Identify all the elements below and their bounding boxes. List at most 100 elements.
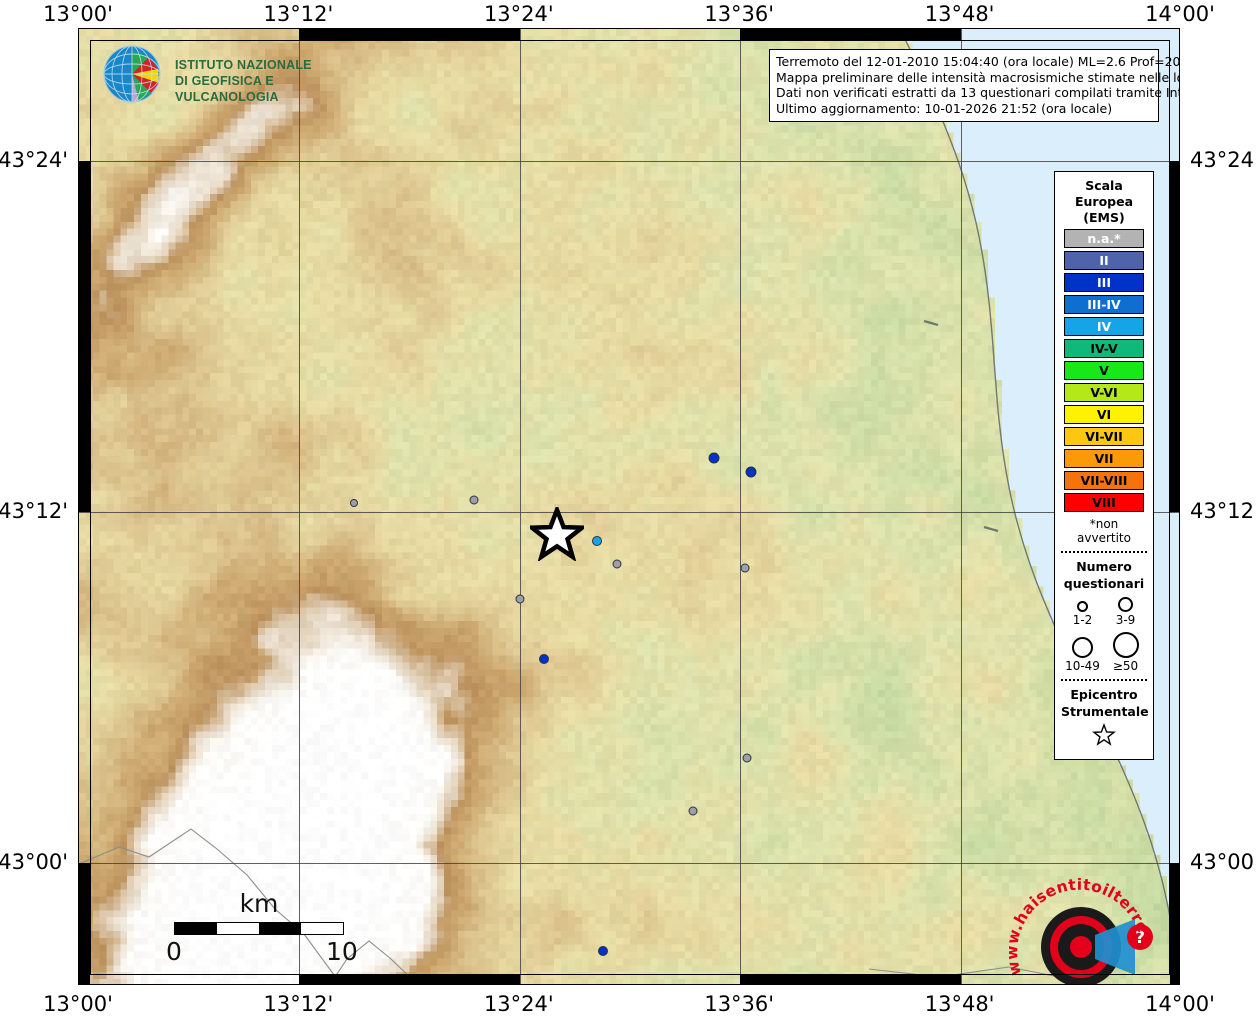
scale-bar-start-label: 0 <box>166 937 182 966</box>
ingv-logo-text: ISTITUTO NAZIONALE DI GEOFISICA E VULCAN… <box>175 57 329 105</box>
ingv-line-2: DI GEOFISICA E VULCANOLOGIA <box>175 74 279 104</box>
questionnaire-size-label: ≥50 <box>1112 659 1139 673</box>
instrumental-epicenter-star[interactable] <box>530 507 584 561</box>
lon-tick-top-1: 13°12' <box>263 2 334 26</box>
questionnaire-size-39: 3-9 <box>1104 597 1147 627</box>
questionnaire-size-label: 3-9 <box>1115 613 1136 627</box>
intensity-point-6[interactable] <box>742 753 752 763</box>
legend-footnote: *non avvertito <box>1077 517 1131 545</box>
event-info-line-2: Mappa preliminare delle intensità macros… <box>776 69 1180 85</box>
legend-divider-2 <box>1061 679 1147 681</box>
event-info-box: Terremoto del 12-01-2010 15:04:40 (ora l… <box>769 49 1180 122</box>
questionnaire-size-row-2: 10-49 ≥50 <box>1061 632 1147 673</box>
questionnaire-size-12: 1-2 <box>1061 601 1104 627</box>
legend-swatch-n-a-[interactable]: n.a.* <box>1064 229 1144 248</box>
legend-swatch-viii[interactable]: VIII <box>1064 493 1144 512</box>
map-canvas[interactable]: Terremoto del 12-01-2010 15:04:40 (ora l… <box>78 28 1180 985</box>
legend-swatch-vii[interactable]: VII <box>1064 449 1144 468</box>
ingv-logo: ISTITUTO NAZIONALE DI GEOFISICA E VULCAN… <box>99 43 329 105</box>
intensity-point-5[interactable] <box>740 563 750 573</box>
questionnaire-size-circle <box>1118 597 1133 612</box>
lat-tick-rgt-0: 43°24' <box>1190 147 1256 172</box>
frame-tick-h-3-0 <box>740 29 961 40</box>
questionnaire-size-circle <box>1112 632 1139 658</box>
legend-divider-1 <box>1061 551 1147 553</box>
epicenter-title-line-2: Strumentale <box>1061 704 1149 719</box>
lon-tick-top-3: 13°36' <box>704 2 775 26</box>
coastline-layer <box>79 29 1179 984</box>
frame-tick-h-1-1 <box>299 975 520 984</box>
questionnaire-size-label: 10-49 <box>1065 659 1100 673</box>
graticule-meridian-2 <box>519 29 521 984</box>
event-info-line-3: Dati non verificati estratti da 13 quest… <box>776 85 1180 100</box>
river-line-1 <box>79 828 371 984</box>
lat-tick-lft-0: 43°24' <box>0 147 68 172</box>
legend-swatch-vi-vii[interactable]: VI-VII <box>1064 427 1144 446</box>
frame-tick-v-1-0 <box>79 160 90 512</box>
lon-tick-bot-4: 13°48' <box>924 992 995 1016</box>
intensity-point-3[interactable] <box>515 594 525 604</box>
lon-tick-top-5: 14°00' <box>1145 2 1215 26</box>
lat-tick-rgt-2: 43°00' <box>1190 850 1256 875</box>
event-info-line-4: Ultimo aggiornamento: 10-01-2026 21:52 (… <box>776 100 1113 116</box>
epicenter-title-line-1: Epicentro <box>1070 687 1138 702</box>
legend-questionnaire-sizes: 1-2 3-9 10-49 ≥50 <box>1061 597 1147 673</box>
lon-tick-bot-2: 13°24' <box>483 992 554 1016</box>
frame-tick-v-3-1 <box>1170 863 1179 984</box>
graticule-meridian-3 <box>740 29 742 984</box>
questionnaire-size-circle <box>1072 637 1093 658</box>
lat-tick-rgt-1: 43°12' <box>1190 498 1256 523</box>
graticule-meridian-1 <box>299 29 301 984</box>
legend-swatch-vi[interactable]: VI <box>1064 405 1144 424</box>
harbour-mark-1 <box>923 319 939 327</box>
legend-swatch-v-vi[interactable]: V-VI <box>1064 383 1144 402</box>
questionnaire-size-50: ≥50 <box>1104 632 1147 673</box>
legend-intensity-swatches: n.a.* II III III-IV IV IV-V V V-VI VI VI-VII VII VI… <box>1061 229 1147 512</box>
graticule-parallel-0 <box>79 160 1179 162</box>
ingv-line-1: ISTITUTO NAZIONALE <box>175 58 312 72</box>
lon-tick-top-4: 13°48' <box>924 2 995 26</box>
harbour-mark-2 <box>983 525 999 533</box>
legend-questionnaires-title: Numero questionari <box>1061 558 1147 592</box>
legend-swatch-iii[interactable]: III <box>1064 273 1144 292</box>
legend-swatch-iv[interactable]: IV <box>1064 317 1144 336</box>
lon-tick-bot-0: 13°00' <box>43 992 113 1016</box>
legend-title-line-1: Scala <box>1085 178 1123 193</box>
intensity-point-1[interactable] <box>350 499 358 507</box>
frame-tick-h-1-0 <box>299 29 520 40</box>
intensity-point-4[interactable] <box>612 559 622 569</box>
map-inner-frame <box>90 40 1170 975</box>
questionnaire-size-row-1: 1-2 3-9 <box>1061 597 1147 627</box>
scale-bar-end-label: 10 <box>326 937 358 966</box>
intensity-point-11[interactable] <box>539 654 549 664</box>
graticule-parallel-1 <box>79 511 1179 513</box>
legend-swatch-ii[interactable]: II <box>1064 251 1144 270</box>
lon-tick-bot-5: 14°00' <box>1145 992 1215 1016</box>
intensity-point-9[interactable] <box>708 452 720 464</box>
questionnaire-size-1049: 10-49 <box>1061 637 1104 673</box>
ingv-globe-icon <box>103 45 161 103</box>
lat-tick-lft-1: 43°12' <box>0 498 68 523</box>
intensity-point-8[interactable] <box>592 536 602 546</box>
frame-tick-v-1-1 <box>1170 160 1179 512</box>
haisentitoilterremoto-logo[interactable]: ? www.haisentitoilterremoto.it <box>1001 853 1169 984</box>
legend-epicenter-title: Epicentro Strumentale <box>1061 686 1149 720</box>
frame-tick-h-3-1 <box>740 975 961 984</box>
intensity-point-2[interactable] <box>469 495 479 505</box>
questionnaires-title-line-1: Numero <box>1076 559 1132 574</box>
terrain-relief-layer <box>79 29 1179 984</box>
legend-swatch-iv-v[interactable]: IV-V <box>1064 339 1144 358</box>
intensity-point-12[interactable] <box>598 946 608 956</box>
graticule-parallel-2 <box>79 863 1179 865</box>
lat-tick-lft-2: 43°00' <box>0 850 68 875</box>
legend-swatch-v[interactable]: V <box>1064 361 1144 380</box>
questionnaire-size-label: 1-2 <box>1072 613 1093 627</box>
intensity-point-10[interactable] <box>745 466 757 478</box>
legend-swatch-iii-iv[interactable]: III-IV <box>1064 295 1144 314</box>
event-info-line-1: Terremoto del 12-01-2010 15:04:40 (ora l… <box>776 54 1180 69</box>
river-line-2 <box>329 940 418 984</box>
lon-tick-top-2: 13°24' <box>483 2 554 26</box>
intensity-point-7[interactable] <box>688 806 698 816</box>
legend-swatch-vii-viii[interactable]: VII-VIII <box>1064 471 1144 490</box>
